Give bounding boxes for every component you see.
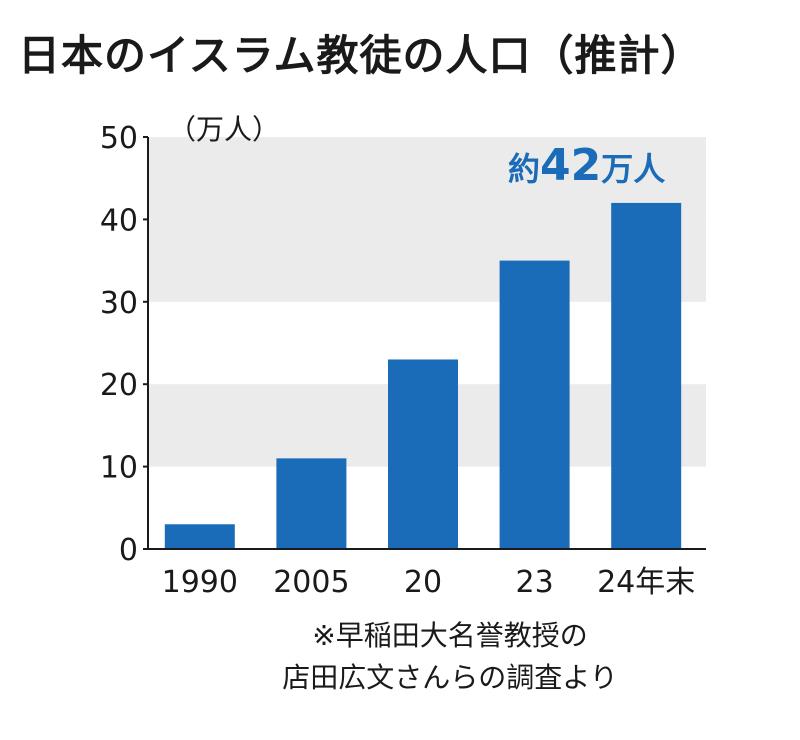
x-axis-ticks: 1990 2005 20 23 24年末 <box>162 565 696 600</box>
source-note-line-2: 店田広文さんらの調査より <box>282 661 618 694</box>
y-tick-label: 10 <box>100 451 138 486</box>
x-tick-label: 1990 <box>162 565 238 600</box>
x-tick-label: 24年末 <box>597 565 695 600</box>
y-axis-ticks: 0 10 20 30 40 50 <box>100 121 148 568</box>
annotation-prefix: 約 <box>508 150 541 188</box>
bars <box>164 202 682 550</box>
y-tick-label: 30 <box>100 286 138 321</box>
bar <box>611 202 682 550</box>
peak-annotation: 約42万人 <box>508 140 665 191</box>
bar <box>276 458 347 549</box>
source-note: ※早稲田大名誉教授の 店田広文さんらの調査より <box>150 615 750 699</box>
x-tick-label: 23 <box>516 565 554 600</box>
y-tick-label: 50 <box>100 121 138 156</box>
x-tick-label: 2005 <box>273 565 349 600</box>
annotation-suffix: 万人 <box>601 150 666 188</box>
y-tick-label: 20 <box>100 368 138 403</box>
x-tick-label: 20 <box>404 565 442 600</box>
chart-title: 日本のイスラム教徒の人口（推計） <box>18 31 704 80</box>
y-tick-label: 0 <box>119 533 138 568</box>
annotation-value: 42 <box>540 140 602 191</box>
y-axis-unit-label: （万人） <box>168 113 281 146</box>
source-note-line-1: ※早稲田大名誉教授の <box>312 619 588 652</box>
bar <box>499 260 570 549</box>
bar <box>388 359 458 549</box>
y-tick-label: 40 <box>100 203 138 238</box>
bar <box>164 524 235 549</box>
